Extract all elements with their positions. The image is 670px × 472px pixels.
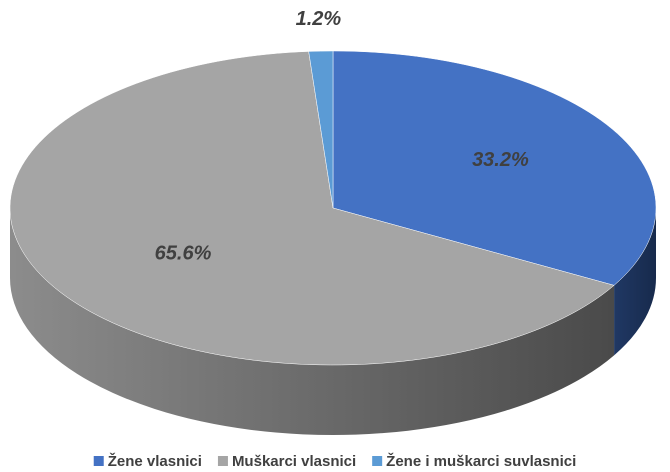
pie-sides bbox=[10, 208, 656, 435]
data-label: 33.2% bbox=[472, 149, 529, 171]
slice-side bbox=[10, 208, 615, 435]
legend-label: Muškarci vlasnici bbox=[232, 453, 356, 470]
slice bbox=[332, 50, 657, 286]
legend-marker bbox=[93, 456, 104, 466]
legend-marker bbox=[217, 456, 228, 466]
slice bbox=[308, 50, 334, 209]
data-labels: 33.2% 65.6% 1.2% bbox=[155, 8, 529, 265]
slice bbox=[9, 51, 615, 366]
legend: Žene vlasnici Muškarci vlasnici Žene i muš… bbox=[93, 452, 576, 470]
legend-label: Žene i muškarci suvlasnici bbox=[386, 452, 576, 470]
pie-tops bbox=[9, 50, 657, 366]
data-label: 1.2% bbox=[296, 8, 342, 30]
legend-marker bbox=[372, 456, 383, 466]
legend-label: Žene vlasnici bbox=[108, 452, 202, 470]
slice-side bbox=[614, 208, 656, 356]
data-label: 65.6% bbox=[155, 243, 212, 265]
